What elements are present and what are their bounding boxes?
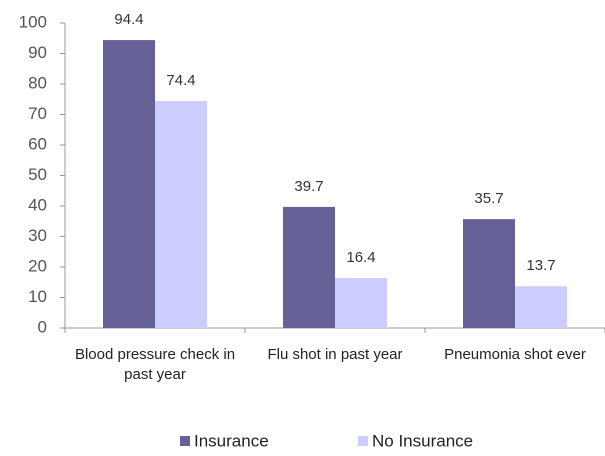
bar [335, 277, 387, 328]
data-label: 35.7 [474, 190, 503, 207]
y-tick-label: 0 [38, 317, 47, 336]
bar [283, 206, 335, 328]
x-tick-label: Flu shot in past year [267, 346, 403, 363]
bar [515, 286, 567, 328]
y-tick-label: 40 [28, 195, 47, 214]
data-label: 74.4 [166, 72, 195, 89]
y-tick-label: 80 [28, 73, 47, 92]
legend-swatch [180, 436, 190, 446]
data-label: 13.7 [526, 257, 555, 274]
y-tick-label: 30 [28, 226, 47, 245]
data-label: 94.4 [114, 11, 143, 28]
legend-label: No Insurance [372, 431, 473, 450]
data-label: 39.7 [294, 178, 323, 195]
x-tick-label: Pneumonia shot ever [444, 346, 586, 363]
y-tick-label: 20 [28, 256, 47, 275]
data-label: 16.4 [346, 249, 375, 266]
bar [463, 219, 515, 328]
y-tick-label: 100 [19, 12, 47, 31]
legend-swatch [358, 436, 368, 446]
y-tick-label: 70 [28, 104, 47, 123]
x-tick-label: Blood pressure check in past year [74, 346, 236, 383]
y-tick-label: 10 [28, 287, 47, 306]
legend-label: Insurance [194, 431, 269, 450]
y-tick-label: 50 [28, 165, 47, 184]
y-tick-label: 60 [28, 134, 47, 153]
bar [103, 40, 155, 329]
bar [155, 101, 207, 328]
y-tick-label: 90 [28, 43, 47, 62]
